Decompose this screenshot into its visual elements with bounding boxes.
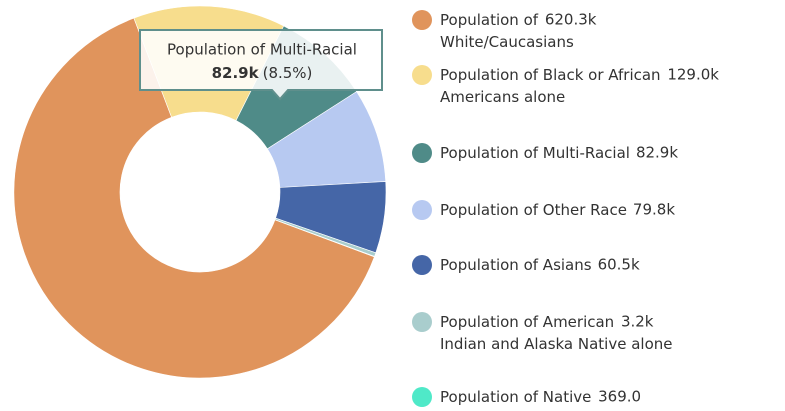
legend-label: Population of Asians	[440, 256, 592, 274]
legend-label: Population of Other Race	[440, 201, 627, 219]
legend-label: Population of Black or African Americans…	[440, 66, 665, 106]
tooltip: Population of Multi-Racial 82.9k (8.5%)	[139, 29, 383, 101]
legend-value: 369.0	[598, 388, 641, 406]
legend-label: Population of White/Caucasians	[440, 11, 574, 51]
tooltip-value-label: 82.9k	[212, 64, 260, 82]
tooltip-value: 82.9k (8.5%)	[212, 64, 313, 82]
legend-value: 60.5k	[598, 256, 640, 274]
legend-swatch	[412, 387, 432, 407]
slice	[274, 219, 375, 258]
legend-value: 3.2k	[621, 313, 654, 331]
legend-swatch	[412, 10, 432, 30]
legend-label: Population of American Indian and Alaska…	[440, 313, 673, 353]
legend-swatch	[412, 312, 432, 332]
legend-swatch	[412, 65, 432, 85]
legend-value: 620.3k	[545, 11, 597, 29]
tooltip-box	[139, 29, 383, 101]
legend-value: 82.9k	[636, 144, 678, 162]
legend-label: Population of Multi-Racial	[440, 144, 630, 162]
legend-value: 129.0k	[667, 66, 719, 84]
legend-swatch	[412, 255, 432, 275]
tooltip-title: Population of Multi-Racial	[167, 41, 357, 59]
legend-value: 79.8k	[633, 201, 675, 219]
tooltip-percent: (8.5%)	[263, 64, 313, 82]
legend-label: Population of Native Hawaiian	[440, 388, 596, 411]
legend-swatch	[412, 143, 432, 163]
slice	[13, 17, 375, 379]
legend-swatch	[412, 200, 432, 220]
